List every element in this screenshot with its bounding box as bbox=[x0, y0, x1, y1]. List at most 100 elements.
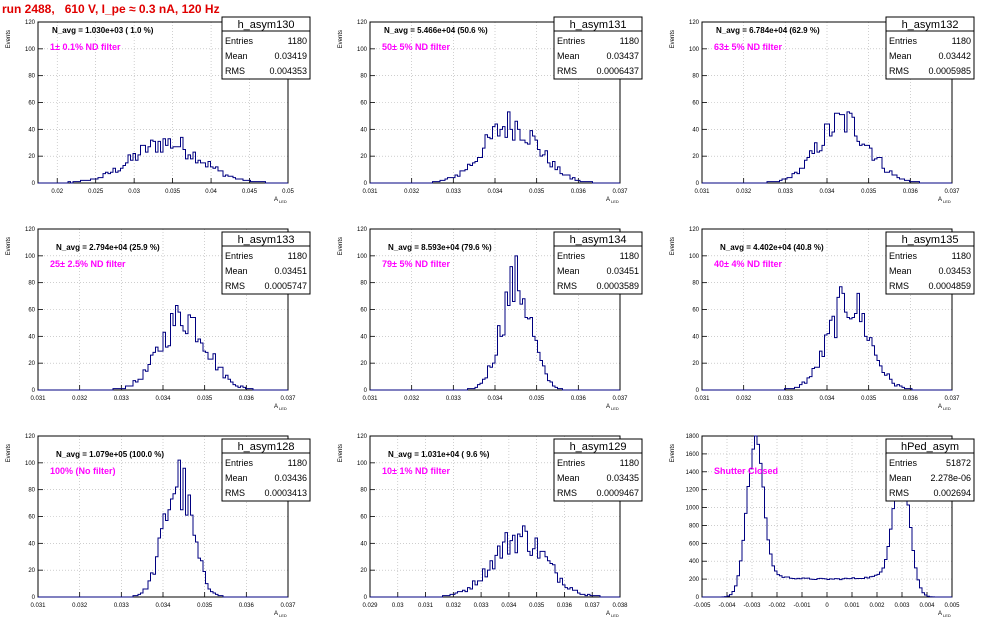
h_asym132-stats-key: Entries bbox=[889, 36, 918, 46]
h_asym132-ytick-label: 40 bbox=[692, 127, 699, 133]
h_asym135-xtick-label: 0.032 bbox=[736, 396, 752, 402]
h_asym134-stats-box bbox=[553, 231, 643, 295]
h_asym133-stats-value: 1180 bbox=[288, 251, 307, 261]
h_asym130-ytick-label: 80 bbox=[28, 74, 35, 80]
h_asym134-xtick-label: 0.036 bbox=[571, 396, 587, 402]
h_asym134-ytick-label: 0 bbox=[364, 388, 368, 394]
hPed_asym-ytick-label: 200 bbox=[689, 577, 700, 583]
h_asym134-stats-value: 0.0003589 bbox=[596, 281, 639, 291]
h_asym132-ytick-label: 80 bbox=[692, 74, 699, 80]
h_asym129-stats-key: RMS bbox=[557, 488, 577, 498]
h_asym131-stats-key: Entries bbox=[557, 36, 586, 46]
h_asym130-stats-value: 1180 bbox=[288, 36, 307, 46]
hPed_asym-stats-key: Mean bbox=[889, 473, 912, 483]
h_asym131-navg-label: N_avg = 5.466e+04 (50.6 %) bbox=[384, 26, 488, 35]
h_asym130-xtick-label: 0.03 bbox=[128, 189, 140, 195]
h_asym133-ytick-label: 80 bbox=[28, 281, 35, 287]
h_asym131-ytick-label: 60 bbox=[360, 101, 367, 107]
h_asym133-stats-value: 0.0005747 bbox=[264, 281, 307, 291]
h_asym128-filter-label: 100% (No filter) bbox=[50, 466, 116, 476]
h_asym130-stats-key: RMS bbox=[225, 66, 245, 76]
h_asym129-ytick-label: 20 bbox=[360, 568, 367, 574]
h_asym132-stats-title: h_asym132 bbox=[902, 19, 959, 31]
h_asym130-xtick-label: 0.05 bbox=[282, 189, 294, 195]
h_asym133-xtick-label: 0.037 bbox=[280, 396, 296, 402]
h_asym131-ytick-label: 0 bbox=[364, 181, 368, 187]
h_asym134-stats-value: 0.03451 bbox=[606, 266, 639, 276]
h_asym132-navg-label: N_avg = 6.784e+04 (62.9 %) bbox=[716, 26, 820, 35]
h_asym128-histogram-line bbox=[38, 459, 288, 598]
h_asym134-xlabel: A bbox=[606, 404, 610, 410]
h_asym135-stats-key: Entries bbox=[889, 251, 918, 261]
h_asym135-ytick-label: 20 bbox=[692, 361, 699, 367]
h_asym131-xtick-label: 0.037 bbox=[612, 189, 628, 195]
hPed_asym-stats-key: RMS bbox=[889, 488, 909, 498]
h_asym130-ylabel: Events bbox=[6, 30, 12, 48]
h_asym134-stats-key: Mean bbox=[557, 266, 580, 276]
h_asym130-navg-label: N_avg = 1.030e+03 ( 1.0 %) bbox=[52, 26, 154, 35]
h_asym132-stats-value: 0.03442 bbox=[938, 51, 971, 61]
h_asym130-stats-value: 0.03419 bbox=[274, 51, 307, 61]
h_asym130-stats-key: Entries bbox=[225, 36, 254, 46]
h_asym134-ytick-label: 120 bbox=[357, 227, 368, 233]
h_asym128-stats-key: Entries bbox=[225, 458, 254, 468]
h_asym134-ylabel: Events bbox=[338, 237, 344, 255]
h_asym130-ytick-label: 60 bbox=[28, 101, 35, 107]
hPed_asym-stats-title: hPed_asym bbox=[901, 441, 959, 453]
h_asym131-ytick-label: 80 bbox=[360, 74, 367, 80]
h_asym129-ytick-label: 0 bbox=[364, 595, 368, 601]
hPed_asym-xtick-label: -0.004 bbox=[718, 603, 736, 609]
h_asym135-ytick-label: 80 bbox=[692, 281, 699, 287]
h_asym134-stats-title: h_asym134 bbox=[570, 234, 627, 246]
h_asym134-filter-label: 79± 5% ND filter bbox=[382, 259, 450, 269]
h_asym128-xlabel-sub: LED bbox=[279, 613, 287, 618]
h_asym129-stats-title: h_asym129 bbox=[570, 441, 627, 453]
h_asym133-ytick-label: 0 bbox=[32, 388, 36, 394]
h_asym131-stats-value: 1180 bbox=[620, 36, 639, 46]
hPed_asym-stats-key: Entries bbox=[889, 458, 918, 468]
h_asym128-stats-key: Mean bbox=[225, 473, 248, 483]
h_asym133-stats-title: h_asym133 bbox=[238, 234, 295, 246]
h_asym132-xtick-label: 0.031 bbox=[694, 189, 710, 195]
h_asym133-ytick-label: 100 bbox=[25, 254, 36, 260]
hPed_asym-xtick-label: 0.004 bbox=[919, 603, 935, 609]
h_asym129-xlabel-sub: LED bbox=[611, 613, 619, 618]
h_asym133-navg-label: N_avg = 2.794e+04 (25.9 %) bbox=[56, 243, 160, 252]
h_asym135-stats-title: h_asym135 bbox=[902, 234, 959, 246]
h_asym128-xtick-label: 0.036 bbox=[239, 603, 255, 609]
h_asym128-ytick-label: 60 bbox=[28, 515, 35, 521]
hPed_asym-xtick-label: 0.005 bbox=[944, 603, 960, 609]
hPed_asym-ytick-label: 0 bbox=[696, 595, 700, 601]
hPed_asym-xtick-label: -0.001 bbox=[793, 603, 811, 609]
h_asym135-xtick-label: 0.031 bbox=[694, 396, 710, 402]
h_asym129-ytick-label: 80 bbox=[360, 488, 367, 494]
hPed_asym-xtick-label: 0.002 bbox=[869, 603, 885, 609]
h_asym132-xlabel-sub: LED bbox=[943, 199, 951, 204]
hPed_asym-stats-value: 51872 bbox=[946, 458, 971, 468]
h_asym131-stats-key: RMS bbox=[557, 66, 577, 76]
h_asym130-filter-label: 1± 0.1% ND filter bbox=[50, 42, 121, 52]
h_asym135-stats-value: 0.0004859 bbox=[928, 281, 971, 291]
h_asym131-xtick-label: 0.036 bbox=[571, 189, 587, 195]
h_asym130-stats-title: h_asym130 bbox=[238, 19, 295, 31]
h_asym131-xlabel: A bbox=[606, 197, 610, 203]
h_asym133-xtick-label: 0.031 bbox=[30, 396, 46, 402]
h_asym135-navg-label: N_avg = 4.402e+04 (40.8 %) bbox=[720, 243, 824, 252]
hPed_asym-ytick-label: 1200 bbox=[686, 488, 700, 494]
h_asym134-xtick-label: 0.031 bbox=[362, 396, 378, 402]
h_asym131-ytick-label: 40 bbox=[360, 127, 367, 133]
h_asym134-navg-label: N_avg = 8.593e+04 (79.6 %) bbox=[388, 243, 492, 252]
h_asym135-xtick-label: 0.034 bbox=[819, 396, 835, 402]
hPed_asym-ylabel: Events bbox=[670, 444, 676, 462]
h_asym129-histogram-line bbox=[370, 525, 620, 598]
h_asym130-xtick-label: 0.025 bbox=[88, 189, 104, 195]
h_asym128-xtick-label: 0.037 bbox=[280, 603, 296, 609]
h_asym129-xtick-label: 0.033 bbox=[474, 603, 490, 609]
h_asym129-xlabel: A bbox=[606, 611, 610, 617]
h_asym128-stats-value: 0.03436 bbox=[274, 473, 307, 483]
h_asym135-ytick-label: 60 bbox=[692, 308, 699, 314]
h_asym129-stats-key: Entries bbox=[557, 458, 586, 468]
hPed_asym-xtick-label: 0 bbox=[825, 603, 829, 609]
h_asym129-xtick-label: 0.038 bbox=[612, 603, 628, 609]
h_asym131-ytick-label: 120 bbox=[357, 20, 368, 26]
